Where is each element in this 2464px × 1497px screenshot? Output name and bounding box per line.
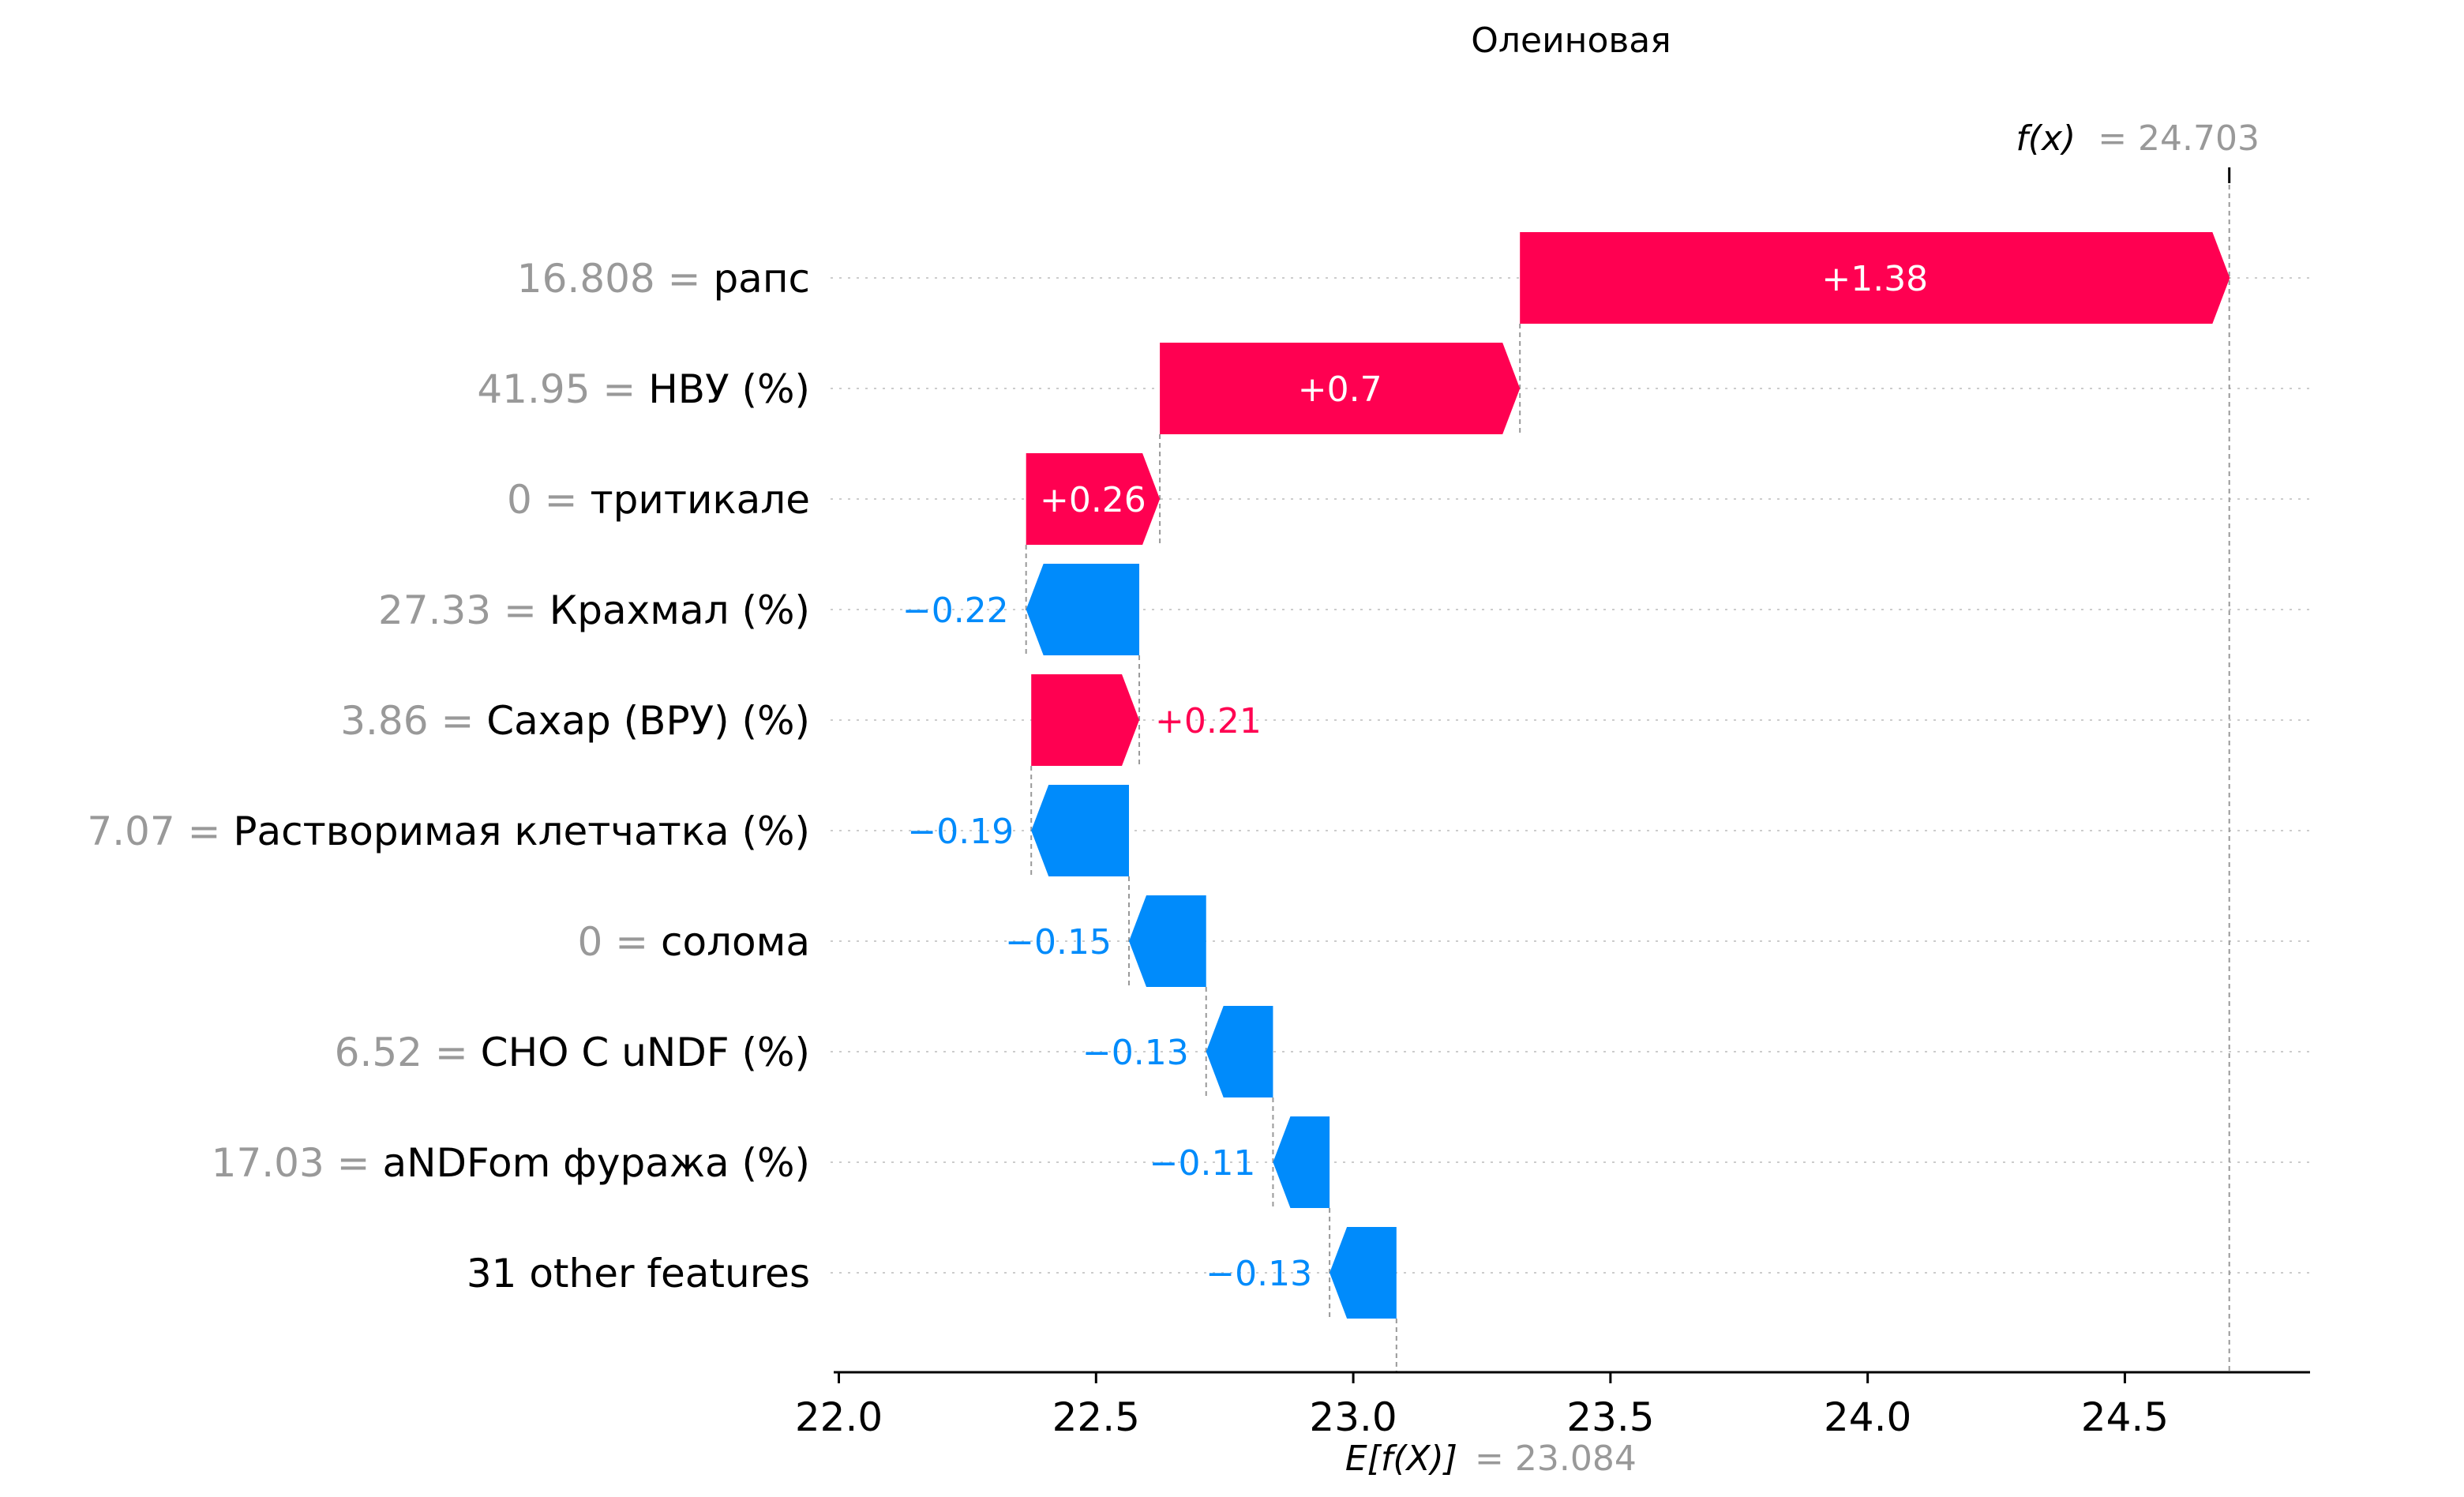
negative-bar [1330, 1227, 1397, 1319]
output-value-annotation: f(x) = 24.703 [2016, 118, 2260, 159]
feature-label: 3.86 = Сахар (ВРУ) (%) [340, 698, 810, 744]
feature-label: 7.07 = Растворимая клетчатка (%) [87, 809, 810, 854]
efx-value: = 23.084 [1475, 1439, 1637, 1479]
positive-bar [1026, 453, 1161, 545]
feature-name: CHO C uNDF (%) [481, 1030, 810, 1075]
fx-value: = 24.703 [2098, 118, 2260, 159]
fx-prefix: f(x) [2016, 118, 2076, 159]
feature-label: 17.03 = aNDFom фуража (%) [212, 1140, 810, 1186]
feature-name: рапс [713, 256, 810, 302]
efx-label: E[f(X)] [1345, 1439, 1457, 1479]
feature-name: aNDFom фуража (%) [382, 1140, 810, 1186]
row-gridlines [831, 277, 2310, 1274]
x-tick-label: 22.5 [1052, 1394, 1140, 1440]
bar-value-label: −0.15 [1005, 922, 1112, 962]
bar-value-label: −0.13 [1206, 1254, 1312, 1294]
feature-value: 7.07 = [87, 809, 233, 854]
feature-label: 31 other features [467, 1251, 810, 1296]
feature-name: Сахар (ВРУ) (%) [486, 698, 810, 744]
feature-value: 41.95 = [477, 366, 648, 412]
bar-value-label: −0.13 [1082, 1033, 1189, 1073]
positive-bar [1520, 232, 2230, 324]
feature-value: 0 = [507, 477, 591, 523]
positive-bar [1031, 674, 1140, 766]
fx-label: f(x) = 24.703 [2016, 118, 2260, 159]
feature-label: 27.33 = Крахмал (%) [378, 587, 810, 633]
contribution-bars: +1.38 +0.7 +0.26 −0.22 +0.21 −0.19 −0.15 −0.13 −… [902, 232, 2230, 1319]
feature-value: 17.03 = [212, 1140, 383, 1186]
feature-value: 16.808 = [517, 256, 714, 302]
feature-value: 3.86 = [340, 698, 486, 744]
feature-name: 31 other features [467, 1251, 810, 1296]
efx-prefix: E[f(X)] [1345, 1439, 1457, 1479]
feature-name: тритикале [590, 477, 810, 523]
negative-bar [1129, 895, 1206, 987]
negative-bar [1031, 785, 1129, 876]
base-value-annotation: E[f(X)] = 23.084 [1345, 1439, 1637, 1479]
connector-lines [1025, 167, 2231, 1372]
bar-value-label: +1.38 [1821, 259, 1928, 299]
bar-value-label: +0.21 [1155, 701, 1262, 741]
negative-bar [1026, 564, 1140, 655]
feature-name: НВУ (%) [648, 366, 810, 412]
feature-value: 6.52 = [335, 1030, 481, 1075]
x-axis: 22.0 22.5 23.0 23.5 24.0 24.5 [795, 1371, 2310, 1440]
negative-bar [1206, 1006, 1273, 1097]
feature-value: 0 = [578, 919, 662, 965]
bar-value-label: −0.11 [1149, 1143, 1256, 1184]
feature-name: Крахмал (%) [549, 587, 810, 633]
chart-title: Олеиновая [1471, 21, 1671, 61]
bar-value-label: +0.7 [1298, 370, 1382, 410]
x-tick-label: 24.5 [2081, 1394, 2169, 1440]
feature-value: 27.33 = [378, 587, 549, 633]
feature-labels: 16.808 = рапс 41.95 = НВУ (%) 0 = тритикал… [87, 256, 810, 1296]
feature-name: Растворимая клетчатка (%) [233, 809, 810, 854]
bar-value-label: +0.26 [1040, 480, 1146, 520]
negative-bar [1273, 1116, 1330, 1208]
feature-name: солома [661, 919, 810, 965]
feature-label: 6.52 = CHO C uNDF (%) [335, 1030, 810, 1075]
x-tick-label: 22.0 [795, 1394, 883, 1440]
x-tick-label: 23.5 [1566, 1394, 1654, 1440]
feature-label: 0 = солома [578, 919, 811, 965]
bar-value-label: −0.19 [907, 812, 1014, 852]
x-tick-label: 23.0 [1309, 1394, 1397, 1440]
feature-label: 0 = тритикале [507, 477, 810, 523]
feature-label: 16.808 = рапс [517, 256, 810, 302]
positive-bar [1160, 343, 1521, 434]
bar-value-label: −0.22 [902, 591, 1009, 631]
x-tick-label: 24.0 [1824, 1394, 1911, 1440]
feature-label: 41.95 = НВУ (%) [477, 366, 810, 412]
